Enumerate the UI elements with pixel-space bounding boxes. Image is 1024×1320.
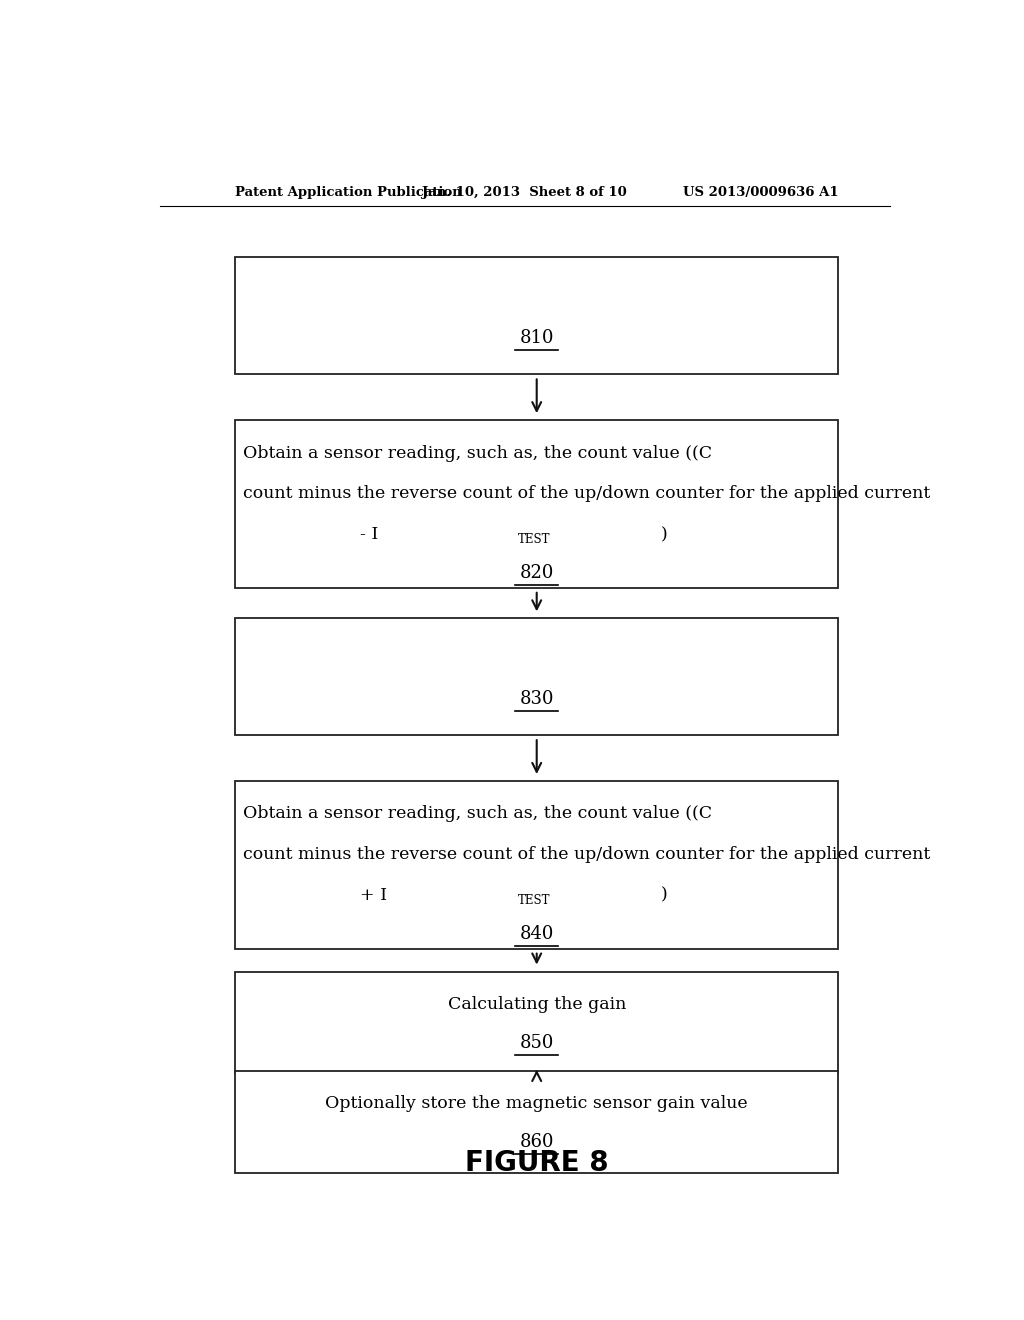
Bar <box>236 972 839 1073</box>
Text: count minus the reverse count of the up/down counter for the applied current: count minus the reverse count of the up/… <box>243 846 931 863</box>
Text: ): ) <box>660 525 668 543</box>
Bar <box>236 420 839 587</box>
Text: Obtain a sensor reading, such as, the count value ((C: Obtain a sensor reading, such as, the co… <box>243 805 713 822</box>
Text: 840: 840 <box>519 925 554 942</box>
Text: 810: 810 <box>519 329 554 347</box>
Bar <box>236 1071 839 1172</box>
Text: TEST: TEST <box>518 894 550 907</box>
Text: ): ) <box>660 887 668 904</box>
Text: + I: + I <box>360 887 387 904</box>
Text: FIGURE 8: FIGURE 8 <box>465 1148 608 1176</box>
Text: count minus the reverse count of the up/down counter for the applied current: count minus the reverse count of the up/… <box>243 486 931 503</box>
Text: TEST: TEST <box>518 533 550 546</box>
Bar <box>236 618 839 735</box>
Text: 820: 820 <box>519 564 554 582</box>
Text: Patent Application Publication: Patent Application Publication <box>236 186 462 199</box>
Bar <box>236 257 839 375</box>
Text: Obtain a sensor reading, such as, the count value ((C: Obtain a sensor reading, such as, the co… <box>243 445 713 462</box>
Text: 830: 830 <box>519 690 554 708</box>
Text: Calculating the gain: Calculating the gain <box>447 995 626 1012</box>
Text: Jan. 10, 2013  Sheet 8 of 10: Jan. 10, 2013 Sheet 8 of 10 <box>423 186 627 199</box>
Text: 860: 860 <box>519 1134 554 1151</box>
Text: US 2013/0009636 A1: US 2013/0009636 A1 <box>683 186 839 199</box>
Text: Optionally store the magnetic sensor gain value: Optionally store the magnetic sensor gai… <box>326 1096 748 1113</box>
Bar <box>236 781 839 949</box>
Text: - I: - I <box>360 525 379 543</box>
Text: 850: 850 <box>519 1034 554 1052</box>
